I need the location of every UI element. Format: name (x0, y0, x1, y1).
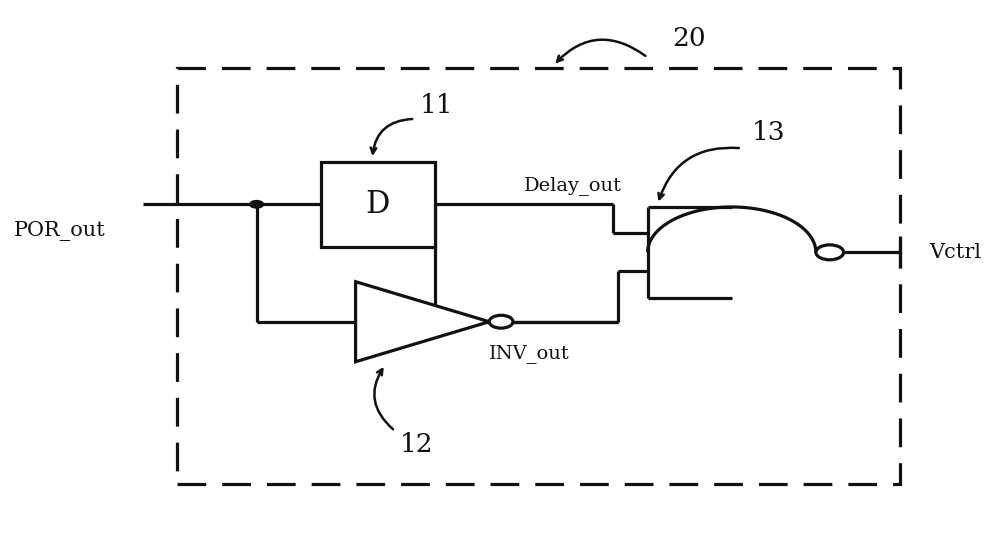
Bar (321, 162, 435, 247)
Text: 20: 20 (672, 27, 706, 51)
Text: INV_out: INV_out (489, 344, 570, 363)
Circle shape (489, 315, 513, 328)
Polygon shape (356, 282, 489, 362)
Text: Delay_out: Delay_out (524, 176, 622, 195)
Text: D: D (366, 189, 390, 220)
Circle shape (816, 245, 844, 260)
Circle shape (250, 201, 264, 208)
Text: 11: 11 (420, 93, 453, 118)
Text: Vctrl: Vctrl (930, 243, 982, 262)
Bar (177, 68, 900, 485)
Text: 12: 12 (400, 432, 434, 457)
Text: POR_out: POR_out (14, 221, 106, 241)
Text: 13: 13 (752, 120, 785, 145)
